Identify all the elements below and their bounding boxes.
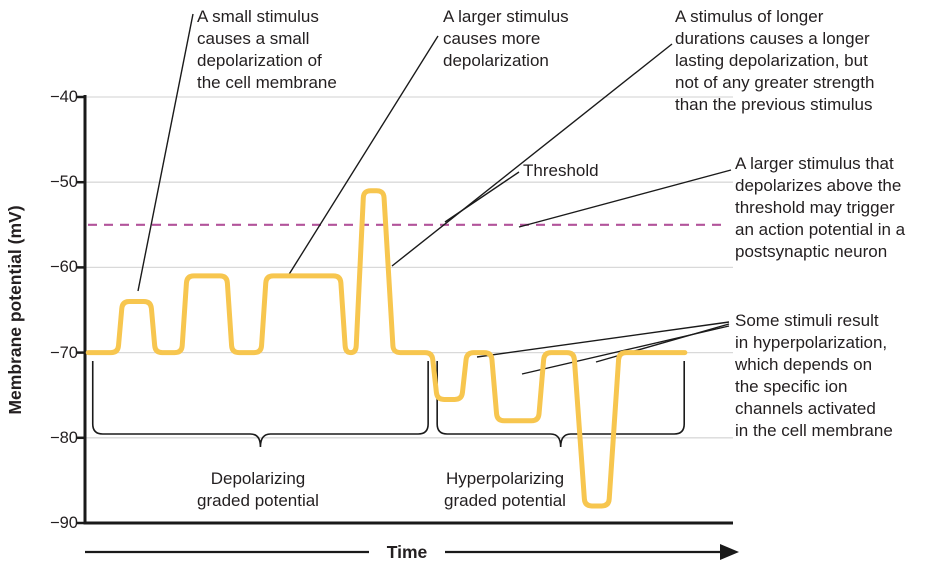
y-tick-label: −80 bbox=[34, 427, 78, 449]
depolarizing-region-label: Depolarizing graded potential bbox=[158, 468, 358, 512]
y-tick-label: −50 bbox=[34, 171, 78, 193]
hyperpolarizing-region-label: Hyperpolarizing graded potential bbox=[405, 468, 605, 512]
y-tick-label: −40 bbox=[34, 86, 78, 108]
graded-potential-figure: Membrane potential (mV) −40 −50 −60 −70 … bbox=[0, 0, 947, 570]
leader-line bbox=[392, 44, 672, 266]
region-brace bbox=[437, 361, 684, 447]
annotation-longer-duration: A stimulus of longer durations causes a … bbox=[675, 6, 930, 116]
leader-line bbox=[596, 324, 729, 362]
time-arrow-head bbox=[720, 544, 739, 560]
membrane-potential-trace bbox=[88, 191, 685, 506]
y-tick-label: −90 bbox=[34, 512, 78, 534]
x-axis-title: Time bbox=[369, 541, 445, 563]
annotation-larger-stimulus: A larger stimulus causes more depolariza… bbox=[443, 6, 608, 72]
leader-line bbox=[477, 322, 729, 357]
leader-line bbox=[138, 14, 193, 291]
y-tick-label: −60 bbox=[34, 256, 78, 278]
leader-line bbox=[445, 172, 519, 222]
threshold-label: Threshold bbox=[523, 160, 633, 182]
annotation-small-stimulus: A small stimulus causes a small depolari… bbox=[197, 6, 377, 94]
annotation-hyperpolarization: Some stimuli result in hyperpolarization… bbox=[735, 310, 940, 442]
annotation-above-threshold: A larger stimulus that depolarizes above… bbox=[735, 153, 940, 263]
region-brace bbox=[93, 361, 428, 447]
y-tick-label: −70 bbox=[34, 342, 78, 364]
y-axis-title: Membrane potential (mV) bbox=[5, 160, 27, 460]
